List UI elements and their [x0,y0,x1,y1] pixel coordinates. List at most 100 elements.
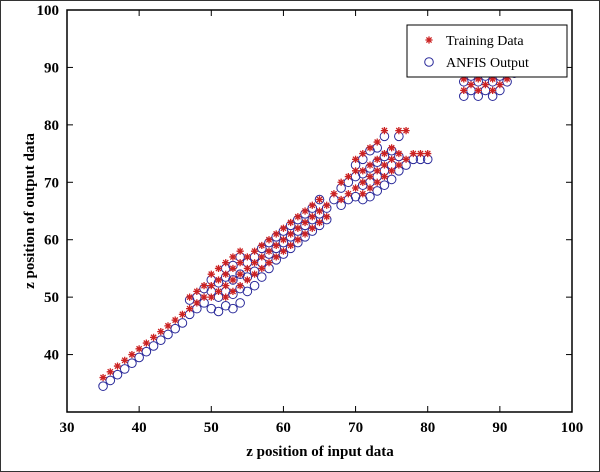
anfis-output-point [148,341,159,351]
y-tick-label: 40 [44,348,59,364]
training-data-point [214,264,223,273]
training-data-point [265,247,273,255]
training-data-point [106,368,114,376]
training-data-point [315,207,324,215]
training-data-point [250,270,259,278]
training-data-point [171,316,179,324]
training-data-point [308,224,316,232]
training-data-point [315,218,324,227]
training-data-point [229,264,237,273]
training-data-point [265,259,273,267]
training-data-point [135,345,143,353]
training-data-point [344,190,352,198]
training-data-point [207,282,215,290]
training-data-point [279,224,288,232]
training-data-point [323,201,331,209]
training-data-point [243,253,251,261]
training-data-point [279,236,288,244]
training-data-point [308,201,316,209]
legend-circle-marker [424,57,434,67]
training-data-point [481,81,490,89]
training-data-point [402,127,410,135]
anfis-output-point [242,286,253,297]
training-data-point [193,287,201,295]
training-data-point [222,270,230,278]
anfis-output-point [163,329,173,340]
training-data-point [272,253,280,261]
training-data-point [344,172,352,181]
y-tick-label: 80 [44,118,59,134]
y-axis-label: z position of output data [22,133,38,289]
training-data-point [287,230,295,238]
training-data-point [395,149,403,158]
anfis-output-point [141,346,152,357]
training-data-point [113,362,122,370]
training-data-point [207,270,215,278]
anfis-output-point [249,280,260,291]
anfis-output-point [379,180,390,190]
training-data-point [250,247,259,255]
training-data-point [359,190,367,198]
training-data-point [366,161,374,169]
training-data-point [380,149,389,158]
anfis-output-point [127,358,137,368]
x-tick-label: 90 [492,420,507,436]
training-data-point [258,241,266,250]
anfis-output-point [105,375,116,386]
training-data-point [503,75,511,83]
training-data-point [243,264,251,273]
anfis-output-point [134,352,144,363]
training-data-point [222,259,230,267]
y-tick-label: 60 [44,233,59,249]
training-data-point [380,172,389,181]
training-data-point [460,86,468,94]
anfis-output-point [98,381,108,391]
training-data-point [236,270,244,278]
anfis-output-point [228,275,238,285]
training-data-point [294,213,302,221]
training-data-point [395,161,403,169]
training-data-point [229,253,237,261]
x-axis-label: z position of input data [246,444,394,460]
training-data-point [250,259,259,267]
training-data-point [323,213,331,221]
training-data-point [99,373,107,382]
training-data-point [229,276,237,284]
legend-marker-training-data [425,36,433,44]
training-data-point [330,190,338,198]
training-data-point [243,276,251,284]
training-data-point [279,247,288,255]
training-data-point [149,333,158,341]
x-tick-label: 100 [561,420,584,436]
training-data-point [373,138,381,146]
anfis-output-point [228,303,238,314]
legend-label-training-data: Training Data [446,34,524,49]
anfis-output-point [112,369,123,380]
training-data-point [315,195,324,204]
training-data-point [200,282,208,290]
training-data-point [229,287,237,295]
anfis-output-point [170,323,181,334]
anfis-output-point [256,272,267,282]
legend-box [406,24,568,78]
training-data-point [402,155,410,163]
training-data-point [359,178,367,186]
training-data-point [186,305,194,313]
training-data-point [272,230,280,238]
anfis-output-point [386,174,397,185]
anfis-output-point [119,364,130,374]
training-data-point [409,149,417,158]
training-data-point [474,75,482,83]
training-data-point [380,161,389,169]
anfis-output-point [235,298,245,308]
training-data-point [287,241,295,250]
training-data-point [236,259,244,267]
legend-asterisk-marker [425,36,433,44]
training-data-point [272,241,280,250]
training-data-point [366,172,374,181]
anfis-output-point [155,335,166,346]
x-tick-label: 80 [420,420,435,436]
training-data-point [186,293,194,301]
training-data-point [460,75,468,83]
